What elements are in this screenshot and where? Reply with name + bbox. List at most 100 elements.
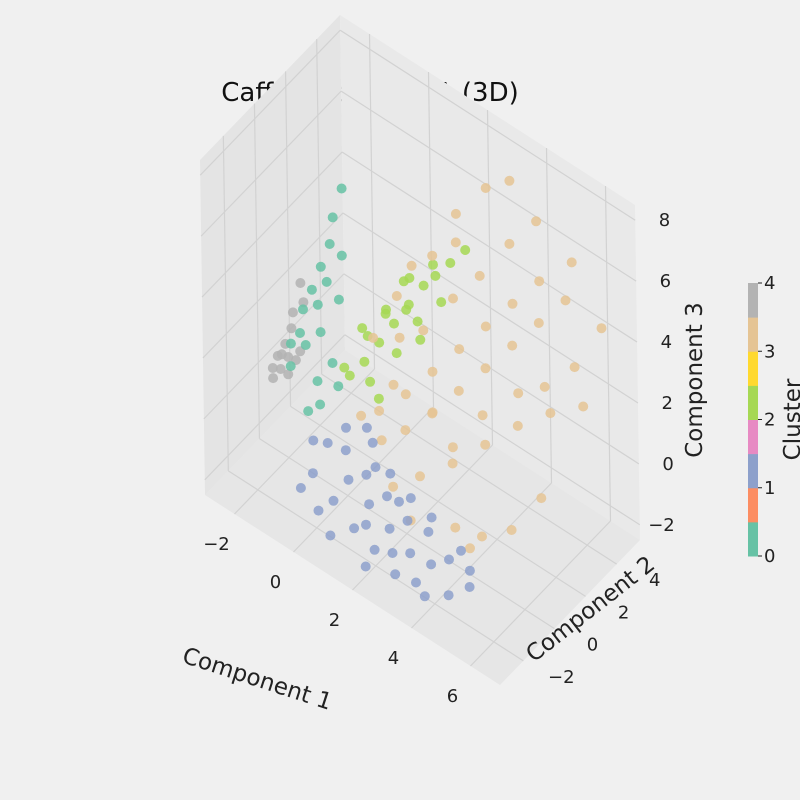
- data-point-cluster-2: [428, 259, 438, 270]
- data-point-cluster-3: [545, 408, 556, 419]
- data-point-cluster-3: [477, 531, 487, 542]
- data-point-cluster-2: [344, 370, 355, 381]
- data-point-cluster-4: [287, 307, 298, 318]
- data-point-cluster-0: [300, 340, 311, 350]
- data-point-cluster-3: [507, 298, 518, 309]
- data-point-cluster-3: [504, 175, 515, 186]
- data-point-cluster-1: [387, 548, 398, 558]
- colorbar-segment: [748, 283, 758, 318]
- colorbar-segment: [748, 419, 758, 455]
- data-point-cluster-3: [400, 425, 411, 436]
- data-point-cluster-0: [295, 328, 305, 338]
- data-point-cluster-1: [385, 468, 396, 479]
- data-point-cluster-1: [426, 559, 437, 570]
- data-point-cluster-3: [391, 291, 402, 301]
- grid-line-x: [604, 185, 612, 522]
- colorbar-segment: [748, 521, 758, 557]
- data-point-cluster-1: [405, 493, 416, 504]
- data-point-cluster-3: [447, 442, 458, 453]
- data-point-cluster-1: [307, 468, 318, 479]
- data-point-cluster-3: [477, 410, 488, 421]
- data-point-cluster-3: [506, 525, 517, 535]
- data-point-cluster-1: [419, 591, 430, 602]
- colorbar-tick-label: 0: [764, 546, 775, 567]
- data-point-cluster-0: [324, 239, 335, 249]
- data-point-cluster-0: [312, 299, 323, 310]
- data-point-cluster-1: [370, 462, 381, 473]
- data-point-cluster-3: [536, 493, 547, 504]
- grid-line-x: [486, 109, 494, 446]
- data-point-cluster-3: [474, 270, 485, 281]
- data-point-cluster-3: [427, 366, 438, 377]
- data-point-cluster-2: [436, 297, 447, 308]
- data-point-cluster-4: [276, 349, 287, 360]
- data-point-cluster-3: [480, 439, 491, 450]
- data-point-cluster-1: [464, 565, 475, 576]
- data-point-cluster-3: [533, 318, 544, 328]
- colorbar-segment: [748, 487, 758, 523]
- x-tick-label: 6: [447, 686, 458, 707]
- data-point-cluster-0: [336, 183, 347, 194]
- data-point-cluster-2: [412, 316, 423, 327]
- y-tick-label: −2: [548, 667, 575, 688]
- data-point-cluster-1: [343, 474, 354, 485]
- grid-line-z: [199, 29, 341, 176]
- data-point-cluster-2: [418, 280, 429, 291]
- colorbar-segment: [748, 385, 758, 420]
- data-point-cluster-1: [443, 590, 454, 601]
- grid-line-y: [253, 103, 261, 439]
- data-point-cluster-3: [513, 388, 524, 399]
- data-point-cluster-3: [531, 216, 542, 227]
- data-point-cluster-0: [306, 284, 317, 295]
- colorbar-tick-label: 1: [764, 478, 775, 499]
- data-point-cluster-0: [327, 358, 338, 368]
- data-point-cluster-0: [336, 250, 347, 261]
- grid-line-z: [200, 90, 342, 237]
- x-tick-label: −2: [203, 534, 230, 555]
- data-point-cluster-0: [333, 381, 344, 392]
- z-tick-label: 0: [662, 454, 673, 475]
- data-point-cluster-2: [460, 245, 471, 255]
- data-point-cluster-2: [365, 376, 376, 387]
- grid-line-y: [228, 470, 524, 662]
- data-point-cluster-4: [268, 373, 279, 384]
- grid-line-y: [222, 135, 229, 471]
- data-point-cluster-3: [512, 420, 523, 431]
- data-point-cluster-1: [444, 554, 454, 565]
- data-point-cluster-1: [394, 496, 404, 507]
- data-point-cluster-1: [426, 512, 437, 523]
- data-point-cluster-3: [480, 363, 491, 374]
- colorbar-segment: [748, 351, 758, 386]
- data-point-cluster-3: [596, 323, 607, 334]
- colorbar-segment: [748, 453, 758, 489]
- grid-line-z: [202, 212, 344, 359]
- data-point-cluster-4: [283, 369, 294, 380]
- data-point-cluster-3: [569, 362, 580, 373]
- data-point-cluster-1: [313, 505, 324, 516]
- grid-line-y: [259, 438, 555, 630]
- data-point-cluster-3: [450, 208, 461, 219]
- grid-line-x: [545, 147, 553, 484]
- data-point-cluster-4: [267, 363, 278, 373]
- data-point-cluster-3: [415, 471, 425, 482]
- grid-line-x: [427, 71, 435, 408]
- grid-line-z: [342, 212, 639, 404]
- data-point-cluster-1: [367, 437, 378, 448]
- colorbar-label: Cluster: [780, 378, 800, 460]
- y-tick-label: 0: [587, 635, 598, 656]
- grid-line-z: [339, 29, 636, 221]
- data-point-cluster-1: [382, 491, 392, 502]
- data-point-cluster-1: [384, 523, 395, 534]
- z-tick-label: 8: [659, 210, 670, 231]
- data-point-cluster-1: [361, 469, 372, 480]
- data-point-cluster-3: [427, 408, 438, 419]
- z-axis-label: Component 3: [682, 302, 708, 457]
- data-point-cluster-1: [295, 483, 306, 493]
- data-point-cluster-4: [295, 278, 306, 288]
- grid-line-z: [341, 151, 638, 343]
- grid-line-y: [290, 405, 586, 597]
- data-point-cluster-1: [402, 515, 413, 526]
- data-point-cluster-4: [275, 364, 286, 374]
- data-point-cluster-3: [388, 379, 399, 390]
